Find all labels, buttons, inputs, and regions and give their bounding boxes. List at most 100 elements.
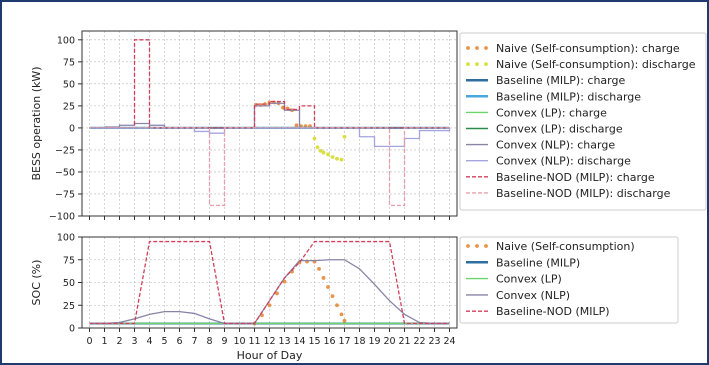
naive-self-consumption-point (317, 266, 321, 271)
naive-self-consumption-discharge-point (326, 152, 330, 157)
x-tick-label: 23 (428, 336, 440, 347)
baseline-nod-milp-series (89, 240, 450, 325)
x-tick-label: 15 (308, 336, 320, 347)
legend-label-baseline-nod-milp: Baseline-NOD (MILP) (496, 305, 610, 318)
x-tick-label: 17 (338, 336, 350, 347)
x-tick-label: 3 (131, 336, 137, 347)
legend-swatch-naive-self-consumption-discharge (475, 62, 479, 66)
x-tick-label: 21 (398, 336, 410, 347)
legend-label-baseline-milp: Baseline (MILP) (496, 256, 580, 269)
naive-self-consumption-discharge-point (342, 134, 347, 139)
legend-label-naive-self-consumption-charge: Naive (Self-consumption): charge (496, 42, 680, 55)
y-tick-label: 75 (63, 255, 75, 266)
legend-label-convex-nlp: Convex (NLP) (496, 289, 570, 302)
y-tick-label: 100 (57, 35, 75, 46)
naive-self-consumption-discharge-point (318, 148, 323, 153)
bess-legend: Naive (Self-consumption): charge Naive (S… (459, 32, 707, 211)
y-tick-label: 50 (63, 79, 75, 90)
naive-self-consumption-discharge-point (312, 136, 317, 141)
legend-label-convex-lp-discharge: Convex (LP): discharge (496, 123, 623, 136)
x-tick-label: 14 (293, 336, 305, 347)
soc-x-axis-label: Hour of Day (237, 349, 303, 362)
naive-self-consumption-point (335, 303, 339, 308)
y-tick-label: 0 (69, 123, 75, 134)
soc-series (89, 240, 450, 326)
legend-label-convex-lp: Convex (LP) (496, 273, 562, 286)
baseline-nod-milp-discharge-series (89, 127, 450, 207)
y-tick-label: −75 (55, 189, 75, 200)
x-tick-label: 2 (116, 336, 122, 347)
naive-self-consumption-discharge-point (330, 155, 335, 159)
x-tick-label: 10 (233, 336, 245, 347)
x-tick-label: 5 (161, 336, 167, 347)
y-tick-label: 100 (57, 233, 75, 244)
x-tick-label: 18 (353, 336, 365, 347)
naive-self-consumption-point (282, 279, 287, 284)
x-tick-label: 7 (191, 336, 197, 347)
x-tick-label: 8 (206, 336, 212, 347)
naive-self-consumption-point (330, 294, 335, 299)
bess-series (89, 39, 451, 207)
x-tick-label: 19 (368, 336, 380, 347)
legend-box (459, 32, 707, 211)
x-tick-label: 4 (146, 336, 152, 347)
y-tick-label: 50 (63, 278, 75, 289)
y-tick-label: −25 (55, 145, 75, 156)
legend-label-convex-nlp-discharge: Convex (NLP): discharge (496, 155, 631, 168)
legend-swatch-naive-self-consumption-charge (466, 46, 470, 50)
y-tick-label: 75 (63, 57, 75, 68)
naive-self-consumption-point (267, 303, 272, 308)
soc-y-ticks: 100 75 50 25 0 (57, 233, 82, 335)
y-tick-label: 25 (63, 101, 75, 112)
legend-swatch-naive-self-consumption-discharge (484, 62, 488, 66)
x-tick-label: 6 (176, 336, 182, 347)
legend-label-baseline-milp-charge: Baseline (MILP): charge (496, 74, 625, 87)
legend-swatch-naive-self-consumption (466, 244, 470, 248)
x-tick-label: 20 (383, 336, 395, 347)
naive-self-consumption-charge-point (294, 123, 299, 128)
naive-self-consumption-point (342, 318, 347, 323)
x-tick-label: 11 (248, 336, 260, 347)
legend-label-baseline-nod-milp-discharge: Baseline-NOD (MILP): discharge (496, 187, 671, 200)
legend-swatch-naive-self-consumption (475, 244, 479, 248)
baseline-nod-milp-charge-series (89, 39, 450, 129)
y-tick-label: −50 (55, 167, 75, 178)
bess-y-axis-label: BESS operation (kW) (30, 66, 43, 180)
legend-box (459, 236, 679, 324)
bess-x-ticks (89, 216, 450, 220)
naive-self-consumption-discharge-point (315, 145, 320, 150)
x-tick-label: 1 (101, 336, 107, 347)
legend-swatch-naive-self-consumption (484, 244, 488, 248)
legend-label-naive-self-consumption-discharge: Naive (Self-consumption): discharge (496, 58, 696, 71)
naive-self-consumption-discharge-point (339, 157, 344, 162)
bess-operation-panel: 100 75 50 25 0 −25 −50 −75 −100 BESS operation (… (30, 30, 707, 223)
x-tick-label: 16 (323, 336, 335, 347)
x-tick-label: 22 (413, 336, 425, 347)
naive-self-consumption-point (326, 285, 330, 289)
convex-nlp-series (89, 259, 450, 325)
convex-nlp-discharge-series (89, 127, 451, 148)
legend-label-naive-self-consumption: Naive (Self-consumption) (496, 240, 635, 253)
legend-label-baseline-nod-milp-charge: Baseline-NOD (MILP): charge (496, 171, 655, 184)
y-tick-label: −100 (49, 212, 75, 223)
legend-swatch-naive-self-consumption-charge (475, 46, 479, 50)
legend-swatch-naive-self-consumption-discharge (466, 62, 470, 66)
x-tick-label: 12 (263, 336, 275, 347)
naive-self-consumption-point (339, 312, 344, 317)
soc-legend: Naive (Self-consumption) Baseline (MILP) C… (459, 236, 679, 324)
x-tick-label: 0 (86, 336, 92, 347)
x-tick-label: 9 (221, 336, 227, 347)
naive-self-consumption-discharge-point (335, 156, 339, 161)
y-tick-label: 0 (69, 324, 75, 335)
x-tick-label: 24 (443, 336, 455, 347)
naive-self-consumption-point (275, 291, 279, 296)
legend-label-baseline-milp-discharge: Baseline (MILP): discharge (496, 90, 641, 103)
legend-label-convex-lp-charge: Convex (LP): charge (496, 106, 607, 119)
naive-self-consumption-discharge-point (321, 150, 326, 155)
y-tick-label: 25 (63, 301, 75, 312)
legend-label-convex-nlp-charge: Convex (NLP): charge (496, 139, 615, 152)
soc-y-axis-label: SOC (%) (30, 260, 43, 306)
